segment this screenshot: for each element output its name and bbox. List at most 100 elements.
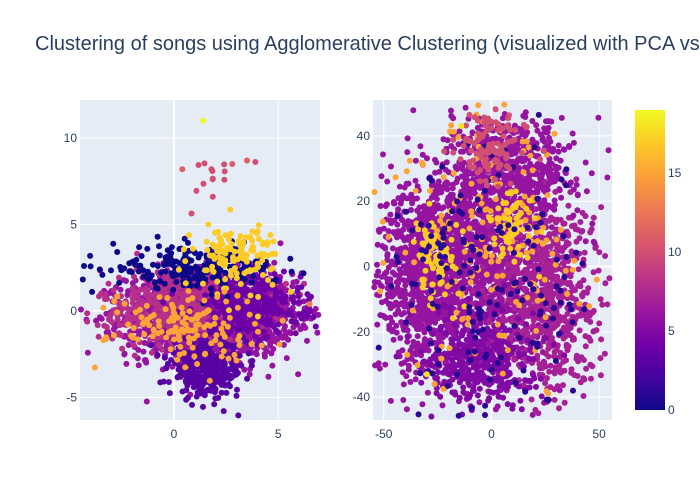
data-point [110, 332, 117, 339]
data-point [182, 321, 189, 328]
data-point [170, 286, 177, 293]
data-point [261, 328, 267, 335]
data-point [151, 327, 157, 334]
data-point [140, 267, 147, 274]
data-point [94, 322, 101, 329]
data-point [255, 236, 262, 242]
x-tick-label: 0 [171, 427, 178, 441]
data-point [182, 265, 189, 272]
chart-title: Clustering of songs using Agglomerative … [35, 33, 700, 55]
data-point [200, 180, 207, 187]
data-point [176, 336, 183, 343]
data-point [277, 240, 284, 247]
data-point [283, 280, 289, 287]
data-point [187, 379, 194, 386]
data-point [229, 161, 236, 167]
data-point [248, 279, 255, 286]
data-point [170, 309, 177, 316]
data-point [119, 306, 126, 312]
data-point [269, 250, 276, 257]
data-point [269, 362, 276, 369]
data-point [129, 295, 136, 302]
data-point [214, 278, 221, 285]
data-point [287, 330, 294, 337]
data-point [228, 241, 235, 247]
data-point [245, 350, 252, 357]
data-point [144, 245, 151, 252]
data-point [262, 286, 268, 293]
data-point [226, 314, 233, 321]
data-point [212, 229, 219, 236]
data-point [221, 365, 228, 372]
data-point [476, 399, 483, 406]
data-point [288, 268, 295, 275]
data-point [234, 304, 241, 311]
data-point [128, 332, 135, 339]
data-point [190, 335, 197, 342]
data-point [182, 364, 189, 371]
data-point [171, 336, 178, 343]
data-point [158, 328, 165, 335]
data-point [166, 256, 172, 263]
data-point [128, 269, 135, 276]
data-point [228, 272, 234, 279]
data-point [310, 314, 317, 321]
data-point [211, 401, 218, 408]
data-point [105, 280, 112, 287]
data-point [273, 292, 280, 299]
data-point [270, 346, 277, 352]
data-point [154, 352, 161, 358]
data-point [201, 160, 208, 167]
data-point [248, 341, 255, 347]
data-point [189, 401, 195, 408]
data-point [102, 296, 108, 303]
y-tick-label: 0 [70, 304, 77, 318]
data-point [116, 331, 123, 338]
data-point [186, 339, 193, 346]
data-point [157, 278, 163, 285]
data-point [238, 362, 245, 369]
data-point [163, 365, 170, 372]
data-point [261, 350, 268, 357]
data-point [171, 314, 178, 321]
data-point [255, 293, 262, 300]
data-point [179, 388, 186, 395]
data-point [111, 298, 118, 305]
data-point [212, 314, 219, 321]
data-point [136, 244, 143, 251]
data-point [202, 344, 209, 351]
data-point [185, 288, 192, 294]
data-point [233, 392, 240, 399]
data-point [156, 252, 163, 259]
data-point [137, 286, 144, 293]
data-point [231, 265, 238, 272]
data-point [185, 232, 192, 239]
data-point [162, 306, 169, 313]
data-point [202, 332, 209, 339]
data-point [285, 336, 292, 343]
data-point [216, 376, 223, 383]
data-point [124, 292, 131, 298]
data-point [235, 316, 242, 322]
data-point [189, 245, 196, 252]
data-point [121, 300, 128, 307]
data-point [283, 355, 290, 362]
data-point [225, 307, 232, 314]
data-point [97, 314, 103, 321]
data-point [182, 280, 189, 287]
data-point [282, 323, 288, 330]
y-tick-label: -5 [66, 391, 77, 405]
data-point [255, 328, 261, 335]
data-point [450, 115, 457, 122]
data-point [119, 345, 126, 352]
data-point [130, 342, 137, 349]
data-point [166, 318, 173, 325]
data-point [252, 320, 258, 327]
data-point [261, 251, 268, 258]
data-point [153, 284, 159, 291]
data-point [412, 177, 419, 184]
data-point [243, 338, 250, 345]
data-point [234, 292, 241, 299]
